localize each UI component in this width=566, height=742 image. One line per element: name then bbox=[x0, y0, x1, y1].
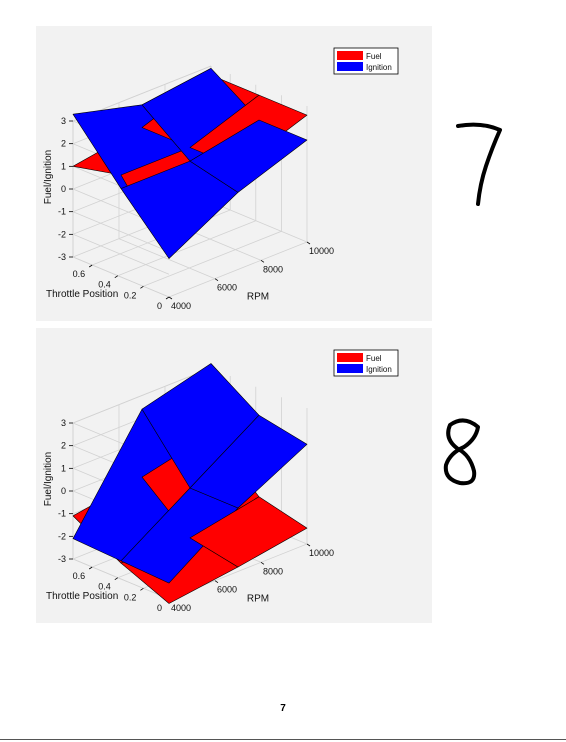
y-tick bbox=[165, 296, 170, 300]
z-tick-label: -2 bbox=[58, 531, 66, 541]
x-tick-label: 8000 bbox=[263, 566, 283, 576]
handwritten-seven bbox=[456, 122, 502, 206]
surface-patch-fuel bbox=[189, 496, 308, 568]
legend-label: Fuel bbox=[366, 354, 382, 363]
y-axis-label: Throttle Position bbox=[46, 591, 118, 602]
y-tick-label: 0.2 bbox=[124, 592, 137, 602]
surface-patch-ignition bbox=[189, 414, 308, 509]
x-tick-label: 6000 bbox=[217, 283, 237, 293]
x-tick bbox=[306, 241, 311, 245]
surface-plot-top-svg: 4000 6000 8000 10000 0 0.2 0.4 0.6 -3 -2 -1 0 1 2 3 RPM… bbox=[43, 47, 399, 311]
z-tick-label: -3 bbox=[58, 252, 66, 262]
z-axis-label: Fuel/Ignition bbox=[43, 452, 54, 506]
x-tick-label: 10000 bbox=[309, 246, 334, 256]
y-tick-label: 0.4 bbox=[98, 280, 111, 290]
legend-label: Ignition bbox=[366, 63, 392, 72]
x-tick bbox=[260, 260, 265, 263]
y-tick bbox=[88, 264, 93, 268]
z-tick-label: 0 bbox=[61, 184, 66, 194]
z-tick-label: -1 bbox=[58, 207, 66, 217]
x-tick-label: 10000 bbox=[309, 548, 334, 558]
z-tick-label: 1 bbox=[61, 463, 66, 473]
surface-plot-top: 4000 6000 8000 10000 0 0.2 0.4 0.6 -3 -2 -1 0 1 2 3 RPM… bbox=[36, 26, 432, 321]
x-tick-label: 8000 bbox=[263, 264, 283, 274]
z-tick-label: 1 bbox=[61, 161, 66, 171]
legend-swatch bbox=[337, 51, 363, 60]
x-tick bbox=[168, 296, 173, 300]
z-tick-label: 0 bbox=[61, 486, 66, 496]
surface-patch-ignition bbox=[189, 119, 308, 193]
z-tick-label: 3 bbox=[61, 116, 66, 126]
y-tick bbox=[114, 577, 119, 580]
y-axis-label: Throttle Position bbox=[46, 289, 118, 300]
x-tick-label: 6000 bbox=[217, 585, 237, 595]
page-number: 7 bbox=[280, 703, 286, 714]
surface-plot-bottom-svg: 4000 6000 8000 10000 0 0.2 0.4 0.6 -3 -2 -1 0 1 2 3 RPM… bbox=[43, 349, 399, 613]
z-tick-label: -2 bbox=[58, 229, 66, 239]
y-tick-label: 0.6 bbox=[73, 571, 86, 581]
legend-swatch bbox=[337, 62, 363, 71]
z-axis-label: Fuel/Ignition bbox=[43, 150, 54, 204]
y-tick-label: 0 bbox=[157, 603, 162, 613]
z-tick-label: 3 bbox=[61, 418, 66, 428]
bottom-rule bbox=[0, 739, 566, 740]
surface-plot-bottom: 4000 6000 8000 10000 0 0.2 0.4 0.6 -3 -2 -1 0 1 2 3 RPM… bbox=[36, 328, 432, 623]
x-tick bbox=[306, 543, 311, 547]
y-tick bbox=[140, 286, 144, 289]
legend-label: Fuel bbox=[366, 52, 382, 61]
y-tick-label: 0.2 bbox=[124, 290, 137, 300]
legend-label: Ignition bbox=[366, 365, 392, 374]
handwritten-eight bbox=[443, 418, 480, 486]
y-tick-label: 0 bbox=[157, 301, 162, 311]
z-tick-label: -1 bbox=[58, 509, 66, 519]
x-tick bbox=[214, 580, 219, 583]
x-tick-label: 4000 bbox=[171, 603, 191, 613]
x-axis-label: RPM bbox=[247, 292, 269, 303]
legend-swatch bbox=[337, 353, 363, 362]
wall-edge bbox=[72, 367, 212, 424]
z-tick-label: 2 bbox=[61, 139, 66, 149]
y-tick bbox=[88, 566, 93, 570]
x-tick-label: 4000 bbox=[171, 301, 191, 311]
y-tick-label: 0.6 bbox=[73, 269, 86, 279]
y-tick bbox=[114, 275, 119, 278]
y-tick bbox=[140, 588, 144, 591]
x-tick bbox=[260, 562, 265, 565]
x-axis-label: RPM bbox=[247, 594, 269, 605]
y-tick-label: 0.4 bbox=[98, 582, 111, 592]
legend-swatch bbox=[337, 364, 363, 373]
x-tick bbox=[214, 278, 219, 281]
z-tick-label: -3 bbox=[58, 554, 66, 564]
z-tick-label: 2 bbox=[61, 441, 66, 451]
